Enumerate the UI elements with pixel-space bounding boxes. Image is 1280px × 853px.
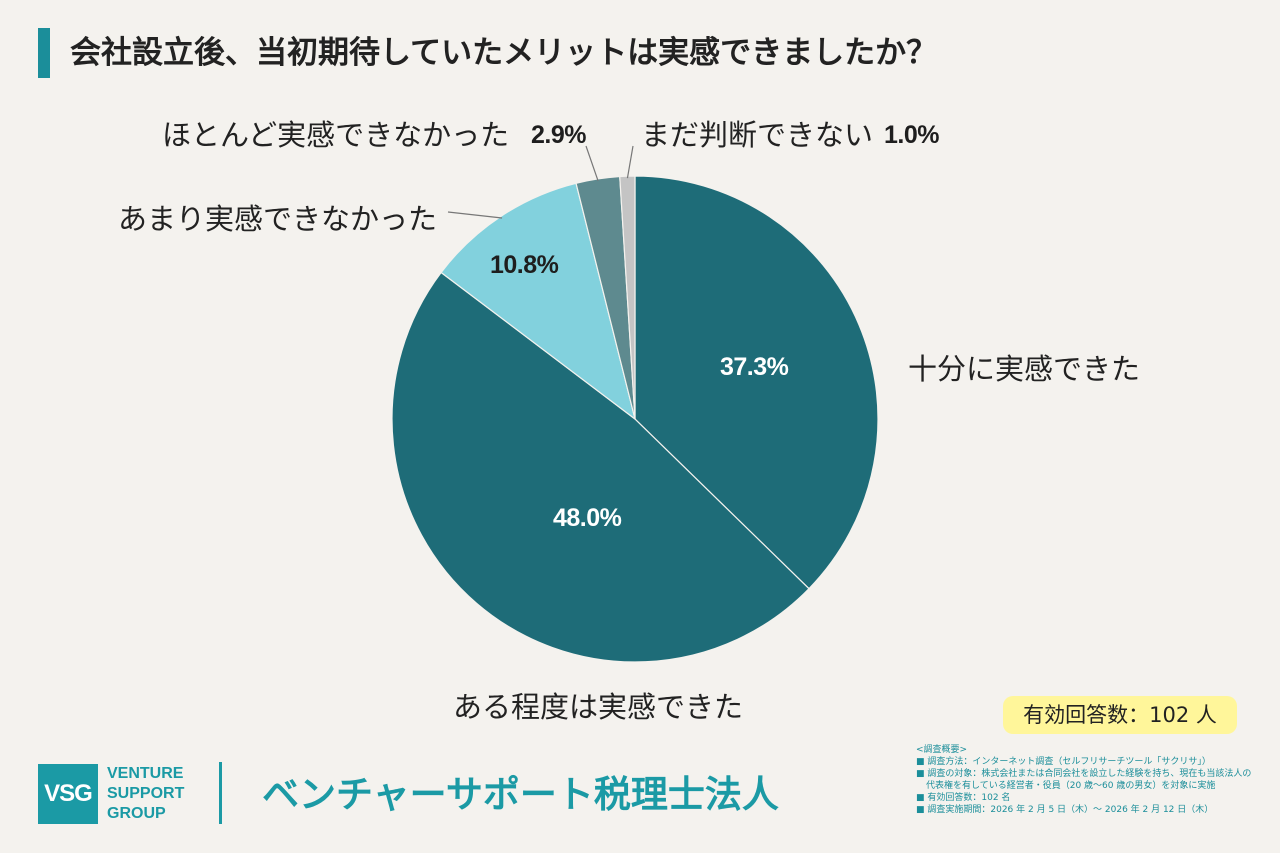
leader-line-undecided [626, 145, 634, 179]
slice-value-not-much: 10.8% [490, 251, 559, 279]
slice-value-undecided: 1.0% [884, 121, 939, 149]
company-name: ベンチャーサポート税理士法人 [262, 773, 779, 816]
logo-word: SUPPORT [107, 785, 185, 802]
logo-wordmark: VENTURE SUPPORT GROUP [107, 764, 184, 824]
pie-slice-somewhat [391, 271, 810, 663]
slice-label-not-much: あまり実感できなかった [118, 202, 438, 236]
notes-target-cont: 代表権を有している経営者・役員（20 歳〜60 歳の男女）を対象に実施 [926, 781, 1216, 791]
respondent-count-badge: 有効回答数：102 人 [1003, 696, 1237, 734]
slice-label-somewhat: ある程度は実感できた [453, 690, 744, 724]
title-accent-bar [38, 28, 50, 78]
notes-method: ■ 調査方法：インターネット調査（セルフリサーチツール「サクリサ」） [916, 757, 1211, 767]
leader-line-hardly [585, 145, 599, 182]
vsg-logo: VSG [38, 764, 98, 824]
leader-line-not-much [447, 211, 503, 219]
slice-value-somewhat: 48.0% [553, 504, 622, 532]
logo-word: VENTURE [107, 765, 184, 782]
slice-value-fully: 37.3% [720, 353, 789, 381]
notes-target: ■ 調査の対象：株式会社または合同会社を設立した経験を持ち、現在も当該法人の [916, 769, 1252, 779]
slice-value-hardly: 2.9% [531, 121, 586, 149]
logo-divider [219, 762, 222, 824]
notes-period: ■ 調査実施期間：2026 年 2 月 5 日（木）〜 2026 年 2 月 1… [916, 805, 1214, 815]
slice-label-hardly: ほとんど実感できなかった [162, 118, 510, 152]
page-title: 会社設立後、当初期待していたメリットは実感できましたか？ [70, 35, 938, 71]
survey-notes: <調査概要> ■ 調査方法：インターネット調査（セルフリサーチツール「サクリサ」… [916, 744, 1252, 816]
pie-slice-fully [634, 175, 879, 590]
notes-heading: <調査概要> [916, 745, 968, 755]
logo-word: GROUP [107, 805, 166, 822]
notes-responses: ■ 有効回答数：102 名 [916, 793, 1011, 803]
slice-label-fully: 十分に実感できた [908, 352, 1141, 386]
slice-label-undecided: まだ判断できない [641, 118, 874, 152]
pie-slice-not-much [440, 182, 636, 421]
